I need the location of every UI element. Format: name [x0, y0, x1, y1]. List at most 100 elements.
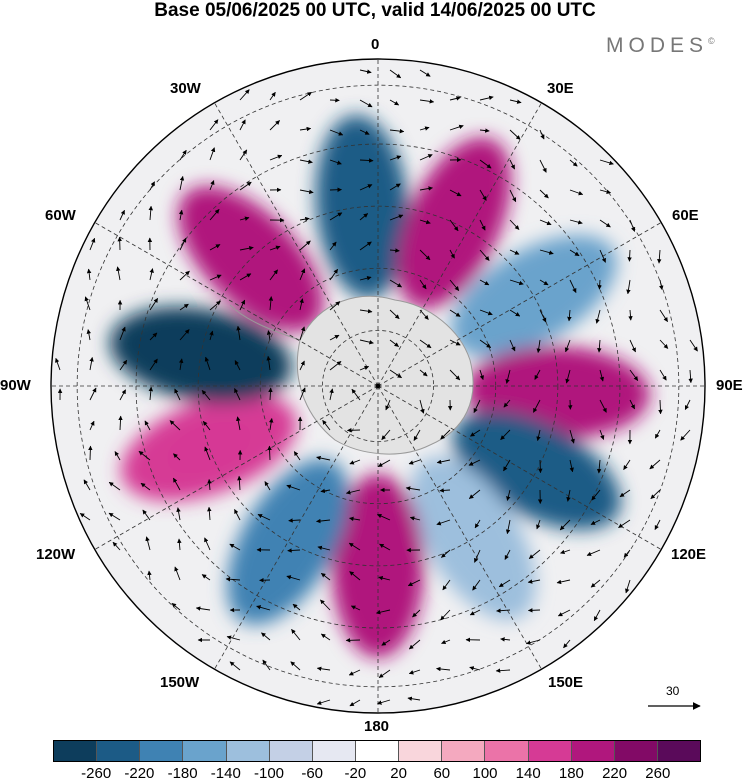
wind-arrow [108, 481, 121, 491]
wind-arrow [239, 119, 246, 131]
wind-arrow [509, 99, 522, 104]
wind-arrow [381, 639, 391, 646]
wind-arrow [498, 579, 511, 588]
colorbar-tick-label: -100 [253, 765, 285, 782]
wind-arrow [538, 459, 543, 474]
wind-arrow [419, 99, 435, 104]
anomaly-core [215, 223, 287, 295]
meridian-line [377, 385, 542, 670]
wind-arrow [449, 249, 455, 259]
colorbar-cell [485, 741, 529, 761]
wind-arrow [377, 699, 391, 705]
wind-arrow [209, 330, 214, 341]
wind-arrow [320, 633, 331, 641]
wind-arrow [449, 219, 459, 232]
wind-arrow [119, 326, 126, 341]
wind-arrow [408, 639, 421, 650]
wind-arrow [539, 309, 547, 323]
meridian-line [377, 222, 662, 387]
wind-arrow [650, 489, 661, 500]
wind-arrow [599, 369, 605, 382]
wind-arrow [413, 429, 421, 441]
wind-arrow [599, 399, 607, 413]
wind-arrow [419, 399, 425, 414]
colorbar-tick-label: 140 [515, 765, 541, 782]
graticule [51, 59, 705, 713]
wind-arrow [169, 420, 181, 431]
wind-arrow [599, 219, 611, 228]
wind-arrow [266, 330, 272, 341]
wind-arrow [566, 489, 571, 502]
wind-arrow [268, 418, 274, 431]
wind-arrow [359, 308, 373, 314]
anomaly-core [258, 501, 318, 583]
wind-arrow [389, 248, 400, 253]
wind-arrow [586, 549, 601, 556]
colorbar-tick-label: -180 [167, 765, 198, 782]
wind-arrow [468, 489, 481, 499]
wind-arrow [419, 126, 430, 131]
lon-label-120e: 120E [671, 546, 707, 563]
wind-arrow [349, 699, 361, 707]
wind-arrow [389, 99, 400, 106]
anomaly-core [512, 370, 603, 415]
modes-logo: MODES© [606, 34, 715, 57]
wind-arrow [590, 519, 601, 525]
wind-arrow [409, 516, 421, 521]
wind-arrow [503, 459, 511, 472]
lon-label-90w: 90W [0, 377, 31, 394]
wind-arrow [509, 309, 521, 317]
map-title: Base 05/06/2025 00 UTC, valid 14/06/2025… [154, 0, 596, 21]
wind-arrow [108, 512, 121, 521]
wind-arrow [468, 459, 481, 466]
wind-arrow [526, 639, 541, 645]
wind-arrow [509, 129, 521, 140]
meridian-line [94, 385, 379, 550]
wind-arrow [533, 399, 541, 413]
wind-arrow [479, 159, 492, 169]
wind-arrow [209, 147, 216, 161]
wind-arrow [293, 451, 301, 461]
wind-arrow [269, 245, 281, 251]
wind-arrow [407, 579, 421, 587]
wind-arrow [299, 91, 312, 101]
lon-label-150e: 150E [548, 674, 584, 691]
colorbar-cell [97, 741, 141, 761]
wind-arrow [329, 241, 337, 251]
wind-arrow [173, 453, 181, 461]
wind-arrow [195, 606, 211, 611]
wind-arrow [239, 273, 252, 281]
colorbar-tick-label: -260 [81, 765, 112, 782]
wind-arrow [469, 609, 481, 616]
wind-arrow [174, 388, 181, 401]
lon-label-150w: 150W [160, 674, 200, 691]
wind-arrow [266, 355, 271, 371]
wind-arrow [495, 668, 511, 673]
wind-arrow [292, 603, 301, 611]
wind-arrow [599, 429, 605, 440]
wind-arrow [389, 214, 404, 221]
wind-arrow [299, 298, 304, 311]
wind-arrow [599, 159, 614, 166]
wind-arrow [299, 360, 305, 371]
wind-arrow [659, 279, 664, 291]
wind-arrow [503, 399, 511, 408]
wind-arrow [176, 507, 181, 521]
wind-arrow [207, 478, 212, 491]
wind-arrow [419, 219, 431, 225]
wind-arrow [320, 572, 331, 581]
wind-arrow [439, 488, 451, 493]
wind-arrow [504, 549, 511, 560]
wind-arrow [509, 339, 516, 352]
wind-arrow [207, 506, 212, 521]
wind-arrow [239, 149, 248, 161]
wind-arrow [405, 486, 421, 491]
lon-label-30w: 30W [170, 80, 201, 97]
wind-arrow [596, 459, 602, 474]
wind-arrow [379, 543, 391, 551]
wind-arrow [389, 155, 402, 161]
wind-arrow [234, 360, 241, 371]
wind-arrow [112, 541, 121, 551]
wind-arrow [509, 189, 517, 203]
wind-arrow [316, 699, 331, 705]
